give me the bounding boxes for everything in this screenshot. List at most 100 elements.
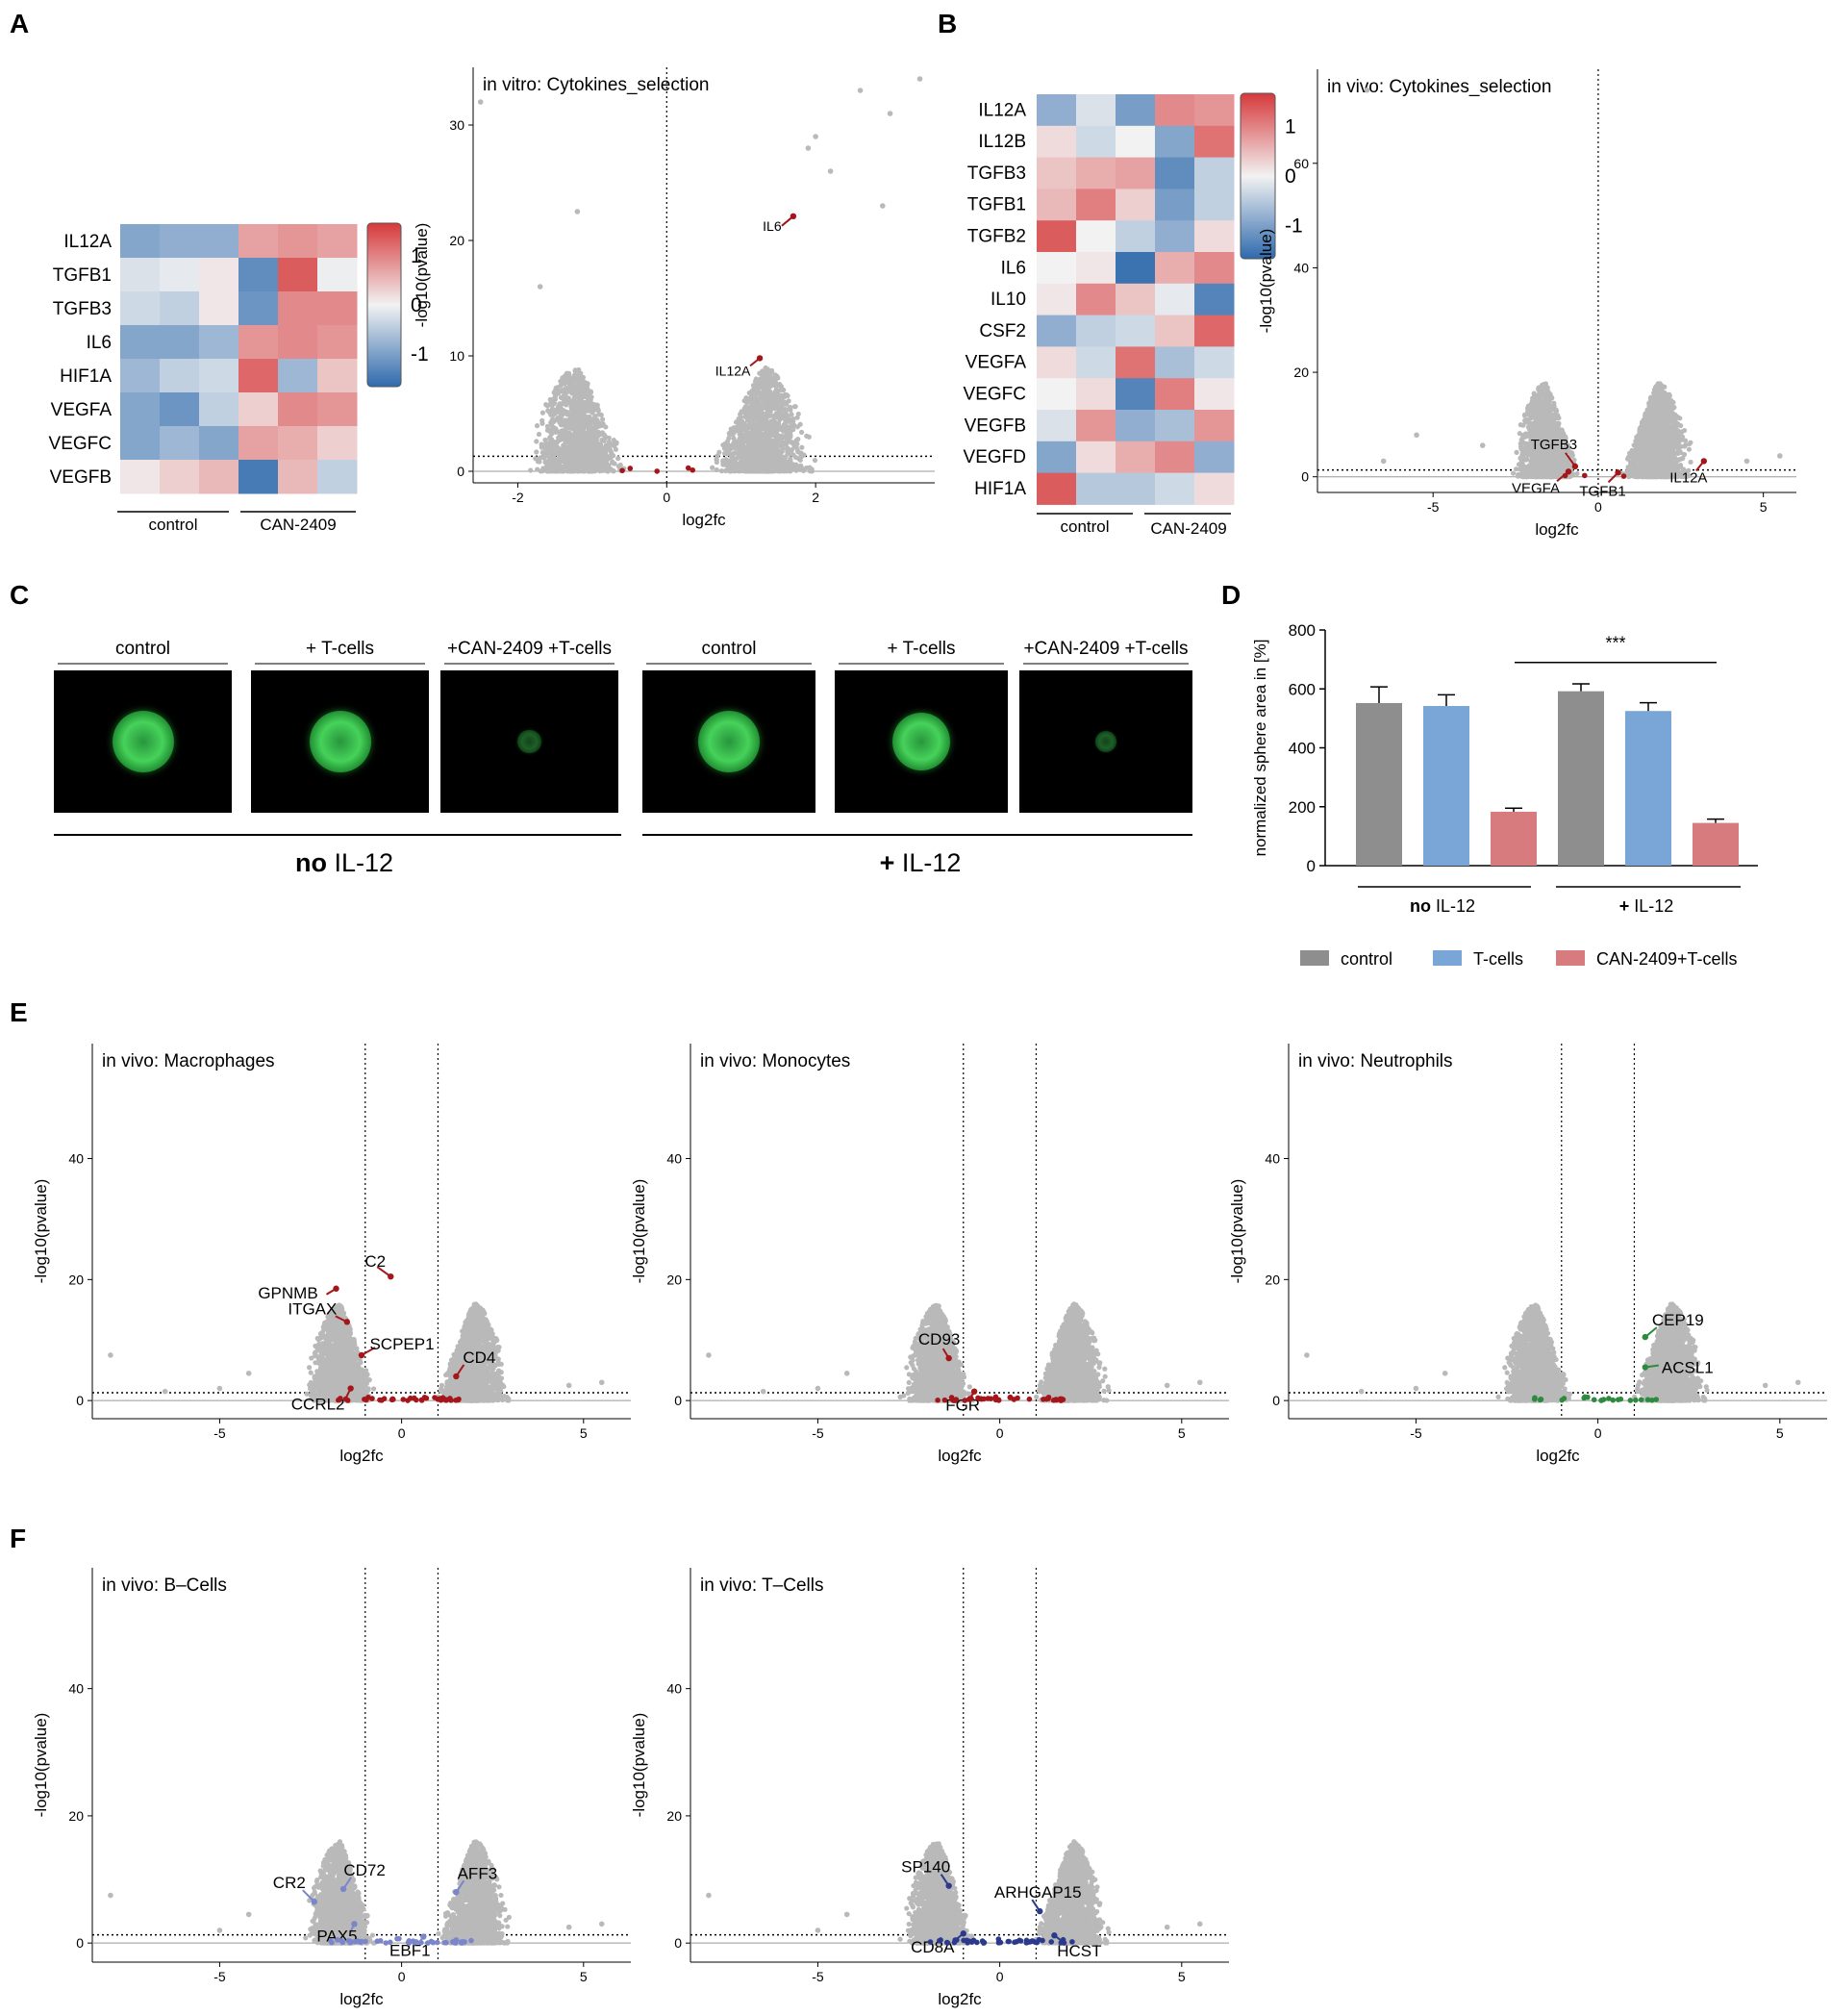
heatmap-cell (1076, 283, 1116, 316)
heatmap-cell (1116, 252, 1156, 285)
data-point (916, 76, 923, 82)
data-point (574, 371, 580, 377)
heatmap-cell (160, 359, 200, 393)
heatmap-cell (1155, 157, 1195, 189)
heatmap-cell (278, 291, 318, 326)
heatmap-cell (1194, 346, 1235, 379)
data-point (608, 453, 614, 459)
heatmap-row-label: VEGFA (966, 353, 1027, 373)
data-point (591, 403, 598, 409)
data-point (764, 412, 769, 417)
heatmap-cell (1076, 189, 1116, 221)
heatmap-row-label: VEGFC (49, 434, 112, 454)
heatmap-cell (317, 426, 358, 461)
data-point (548, 441, 555, 446)
heatmap-cell (317, 258, 358, 292)
heatmap-cell (1194, 283, 1235, 316)
data-point (786, 449, 791, 455)
heatmap-cell (1037, 346, 1077, 379)
heatmap-row-label: TGFB3 (53, 299, 112, 319)
heatmap-cell (1155, 189, 1195, 221)
data-point (574, 209, 581, 214)
data-point (776, 420, 782, 426)
highlight-point (685, 465, 691, 471)
heatmap-cell (1194, 94, 1235, 127)
data-point (582, 455, 588, 461)
heatmap-cell (1116, 410, 1156, 442)
heatmap-cell (238, 258, 279, 292)
data-point (764, 370, 769, 376)
heatmap-row-label: IL12B (978, 132, 1026, 152)
data-point (583, 418, 589, 425)
data-point (775, 441, 781, 446)
data-point (793, 444, 799, 451)
gene-leader (781, 215, 794, 227)
data-point (757, 449, 763, 456)
data-point (552, 464, 559, 469)
heatmap-cell (1194, 157, 1235, 189)
heatmap-cell (238, 392, 279, 427)
color-scale-bar (366, 222, 402, 388)
heatmap-cell (1155, 472, 1195, 505)
data-point (749, 467, 755, 473)
heatmap-row-label: HIF1A (974, 479, 1026, 499)
heatmap-cell (1116, 157, 1156, 189)
data-point (566, 416, 572, 422)
heatmap-row-label: VEGFC (964, 385, 1026, 405)
data-point (571, 452, 577, 458)
data-point (753, 395, 759, 401)
heatmap-cell (1116, 315, 1156, 347)
heatmap-row-label: IL6 (87, 333, 112, 353)
data-point (745, 430, 751, 436)
heatmap-cell (1037, 283, 1077, 316)
data-point (1514, 449, 1519, 455)
data-point (544, 468, 550, 474)
data-point (738, 438, 743, 444)
heatmap-cell (317, 325, 358, 360)
heatmap-cell (278, 224, 318, 259)
data-point (795, 437, 801, 442)
data-point (595, 462, 602, 468)
data-point (588, 394, 593, 400)
highlight-point (627, 466, 634, 471)
data-point (1531, 391, 1537, 396)
data-point (772, 392, 778, 398)
data-point (590, 442, 596, 448)
data-point (768, 383, 774, 389)
data-point (769, 447, 775, 453)
heatmap-cell (1076, 94, 1116, 127)
data-point (595, 457, 601, 464)
data-point (561, 377, 567, 383)
data-point (741, 406, 747, 412)
data-point (763, 454, 768, 460)
data-point (550, 459, 556, 465)
data-point (563, 385, 569, 391)
heatmap-cell (199, 325, 239, 360)
data-point (1682, 427, 1688, 434)
data-point (565, 457, 572, 463)
data-point (536, 431, 542, 438)
heatmap-cell (1076, 378, 1116, 411)
data-point (535, 466, 540, 472)
heatmap-cell (160, 426, 200, 461)
data-point (553, 429, 559, 435)
heatmap-cell (238, 426, 279, 461)
heatmap-cell (317, 291, 358, 326)
highlight-point (654, 468, 661, 474)
data-point (543, 402, 549, 408)
data-point (747, 450, 753, 456)
data-point (812, 457, 818, 464)
heatmap-row-label: TGFB2 (967, 227, 1026, 247)
heatmap-cell (1037, 410, 1077, 442)
heatmap-cell (1155, 441, 1195, 474)
heatmap-cell (1037, 189, 1077, 221)
heatmap-cell (199, 258, 239, 292)
data-point (781, 387, 787, 393)
data-point (731, 456, 737, 462)
data-point (539, 420, 545, 426)
heatmap-cell (317, 359, 358, 393)
data-point (565, 370, 572, 376)
data-point (612, 461, 617, 466)
